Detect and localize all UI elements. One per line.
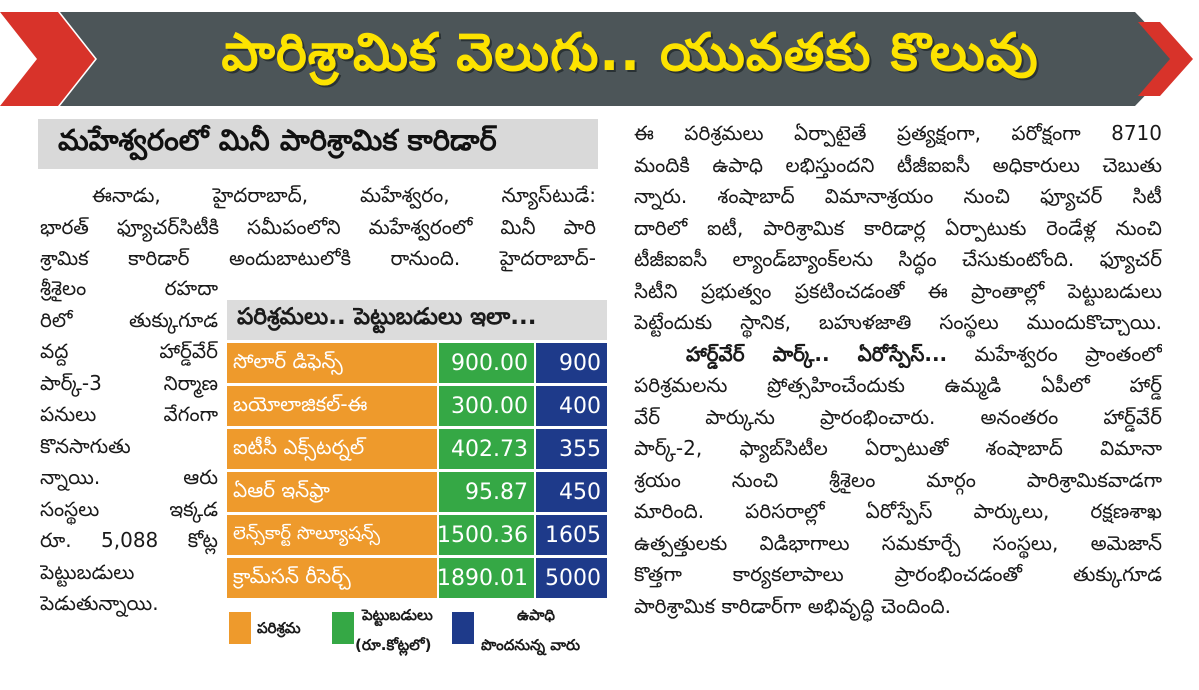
subsection-lead: హార్డ్‌వేర్ పార్క్.. ఏరోస్పేస్... xyxy=(686,341,948,366)
employment-cell: 450 xyxy=(536,472,607,512)
investment-cell: 1890.01 xyxy=(437,558,534,598)
body-line: టీజీఐఐసీ ల్యాండ్‌బ్యాంక్‌లను సిద్ధం చేసు… xyxy=(634,247,1162,271)
subheadline: మహేశ్వరంలో మినీ పారిశ్రామిక కారిడార్ xyxy=(38,119,598,169)
industry-cell: ఏఆర్ ఇన్‌ఫ్రా xyxy=(227,472,437,512)
body-line: భారత్ ఫ్యూచర్‌సిటీకి సమీపంలోని మహేశ్వరంల… xyxy=(40,214,596,239)
table-row: బయోలాజికల్-ఈ 300.00 400 xyxy=(227,386,607,426)
legend-label-investment-unit: (రూ.కోట్లలో) xyxy=(355,636,432,654)
table-row: ఐటీసీ ఎక్స్‌టర్నల్ 402.73 355 xyxy=(227,429,607,469)
investment-cell: 900.00 xyxy=(439,343,534,383)
body-line: పారిశ్రామిక కారిడార్‌గా అభివృద్ధి చెందిం… xyxy=(634,593,951,618)
employment-cell: 1605 xyxy=(536,515,607,555)
body-line: ఈ పరిశ్రమలు ఏర్పాటైతే ప్రత్యక్షంగా, పరోక… xyxy=(634,121,1162,145)
body-line: ఉత్పత్తులకు విడిభాగాలు సమకూర్చే సంస్థలు,… xyxy=(634,530,1162,555)
body-line: సిటీని ప్రభుత్వం ప్రకటించడంతో ఈ ప్రాంతాల… xyxy=(634,278,1162,303)
employment-cell: 355 xyxy=(536,429,607,469)
legend-label-industry: పరిశ్రమ xyxy=(257,619,301,637)
table-row: ఏఆర్ ఇన్‌ఫ్రా 95.87 450 xyxy=(227,472,607,512)
legend-swatch-industry xyxy=(229,612,251,644)
investment-cell: 402.73 xyxy=(439,429,534,469)
body-line: పెట్టుబడులు xyxy=(40,559,135,584)
legend-label-employment-2: పొందనున్న వారు xyxy=(481,636,581,654)
legend-label-investment: పెట్టుబడులు xyxy=(362,606,433,624)
investment-cell: 1500.36 xyxy=(437,515,534,555)
body-line: హార్డ్‌వేర్ పార్క్.. ఏరోస్పేస్... మహేశ్వ… xyxy=(634,339,1162,371)
banner-arrow-shape xyxy=(0,12,1193,106)
industry-cell: బయోలాజికల్-ఈ xyxy=(227,386,437,426)
industry-cell: సోలార్ డిఫెన్స్ xyxy=(227,343,437,383)
table-title: పరిశ్రమలు.. పెట్టుబడులు ఇలా... xyxy=(227,300,607,340)
table-legend: పరిశ్రమ పెట్టుబడులు (రూ.కోట్లలో) ఉపాధి ప… xyxy=(227,600,607,680)
employment-cell: 900 xyxy=(536,343,607,383)
body-line: పెట్టేందుకు స్థానిక, బహుళజాతి సంస్థలు ము… xyxy=(634,310,1162,334)
investment-table: పరిశ్రమలు.. పెట్టుబడులు ఇలా... సోలార్ డి… xyxy=(227,300,607,680)
body-line: పరిశ్రమలను ప్రోత్సహించేందుకు ఉమ్మడి ఏపీల… xyxy=(634,373,1162,397)
body-line: రిలో తుక్కుగూడ xyxy=(40,307,218,332)
body-line: ఈనాడు, హైదరాబాద్, మహేశ్వరం, న్యూస్‌టుడే: xyxy=(92,183,596,207)
body-line: మందికి ఉపాధి లభిస్తుందని టీజీఐఐసీ అధికార… xyxy=(634,152,1162,177)
body-line: న్నాయి. ఆరు xyxy=(40,465,218,489)
body-line: పనులు వేగంగా xyxy=(40,402,218,426)
body-line: శ్రయం నుంచి శ్రీశైలం మార్గం పారిశ్రామికవ… xyxy=(634,467,1162,492)
body-line: పార్క్-3 నిర్మాణ xyxy=(40,370,218,395)
table-row: సోలార్ డిఫెన్స్ 900.00 900 xyxy=(227,343,607,383)
legend-label-employment: ఉపాధి xyxy=(517,606,556,624)
body-line: న్నారు. శంషాబాద్ విమానాశ్రయం నుంచి ఫ్యూచ… xyxy=(634,184,1162,208)
headline-banner: పారిశ్రామిక వెలుగు.. యువతకు కొలువు xyxy=(0,0,1199,118)
investment-cell: 95.87 xyxy=(439,472,534,512)
body-line: వేర్ పార్కును ప్రారంభించారు. అనంతరం హార్… xyxy=(634,404,1162,429)
table-row: క్రామ్‌సన్ రీసెర్చ్ 1890.01 5000 xyxy=(227,558,607,598)
employment-cell: 400 xyxy=(536,386,607,426)
investment-cell: 300.00 xyxy=(439,386,534,426)
table-row: లెన్స్‌కార్ట్ సొల్యూషన్స్ 1500.36 1605 xyxy=(227,515,607,555)
body-line: కొత్తగా కార్యకలాపాలు ప్రారంభించడంతో తుక్… xyxy=(634,562,1162,586)
left-column-narrow: శ్రీశైలం రహదా రిలో తుక్కుగూడ వద్ద హార్డ్… xyxy=(40,273,218,620)
legend-swatch-employment xyxy=(452,612,474,644)
legend-swatch-investment xyxy=(332,612,354,644)
body-line: సంస్థలు ఇక్కడ xyxy=(40,496,218,521)
body-line: శ్రామిక కారిడార్ అందుబాటులోకి రానుంది. హ… xyxy=(40,246,596,270)
body-line: దారిలో ఐటీ, పారిశ్రామిక కారిడార్ల ఏర్పాట… xyxy=(634,215,1162,240)
industry-cell: ఐటీసీ ఎక్స్‌టర్నల్ xyxy=(227,429,437,469)
industry-cell: లెన్స్‌కార్ట్ సొల్యూషన్స్ xyxy=(227,515,437,555)
body-line: కొనసాగుతు xyxy=(40,433,131,458)
industry-cell: క్రామ్‌సన్ రీసెర్చ్ xyxy=(227,558,437,598)
body-line: రూ. 5,088 కోట్ల xyxy=(40,528,218,552)
body-line: పెడుతున్నాయి. xyxy=(40,591,159,615)
employment-cell: 5000 xyxy=(536,558,607,598)
body-line: వద్ద హార్డ్‌వేర్ xyxy=(40,339,218,363)
body-text: మహేశ్వరం ప్రాంతంలో xyxy=(947,341,1162,366)
headline: పారిశ్రామిక వెలుగు.. యువతకు కొలువు xyxy=(221,22,1039,83)
body-line: శ్రీశైలం రహదా xyxy=(40,276,218,300)
left-column-intro: ఈనాడు, హైదరాబాద్, మహేశ్వరం, న్యూస్‌టుడే:… xyxy=(40,180,596,275)
body-line: మారింది. పరిసరాల్లో ఏరోస్పేస్ పార్కులు, … xyxy=(634,499,1162,523)
right-column: ఈ పరిశ్రమలు ఏర్పాటైతే ప్రత్యక్షంగా, పరోక… xyxy=(634,118,1162,622)
body-line: పార్క్-2, ఫ్యాబ్‌సిటీల ఏర్పాటుతో శంషాబాద… xyxy=(634,436,1162,460)
